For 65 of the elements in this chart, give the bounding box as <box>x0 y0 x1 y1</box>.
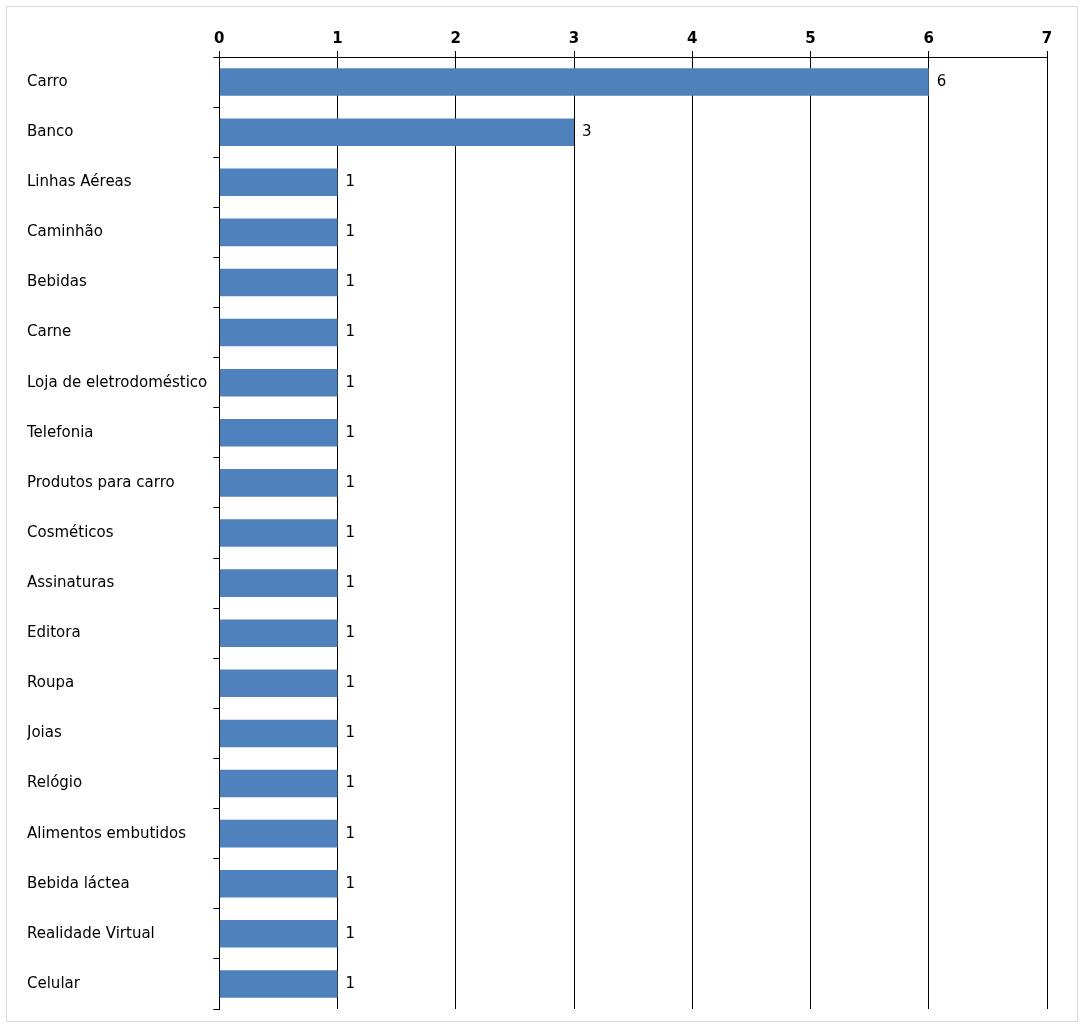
bar <box>219 619 338 647</box>
y-tick-label: Bebidas <box>27 272 87 291</box>
y-tick-label: Realidade Virtual <box>27 923 155 942</box>
bar <box>219 669 338 698</box>
y-tick-label: Carne <box>27 322 72 341</box>
bar <box>219 168 338 197</box>
data-label: 1 <box>345 222 356 241</box>
data-label: 1 <box>345 873 356 892</box>
x-tick-label: 4 <box>687 28 698 47</box>
bar <box>219 268 338 297</box>
x-tick-label: 1 <box>332 28 343 47</box>
bar <box>219 68 929 96</box>
y-tick-label: Caminhão <box>27 222 103 241</box>
data-label: 1 <box>345 823 356 842</box>
bar <box>219 318 338 347</box>
bar <box>219 118 575 146</box>
y-tick-label: Assinaturas <box>27 573 115 591</box>
y-tick-label: Produtos para carro <box>27 472 175 491</box>
bar <box>219 719 338 748</box>
data-label: 1 <box>345 272 356 291</box>
data-label: 1 <box>345 522 356 541</box>
y-tick-label: Celular <box>27 973 81 992</box>
data-label: 1 <box>345 923 356 942</box>
y-tick-label: Cosméticos <box>27 522 114 541</box>
y-tick-label: Joias <box>26 723 62 742</box>
data-label: 1 <box>345 673 356 692</box>
bar <box>219 819 338 848</box>
y-tick-label: Bebida láctea <box>27 873 130 892</box>
y-tick-label: Telefonia <box>26 422 94 441</box>
x-tick-label: 7 <box>1041 28 1053 47</box>
y-tick-label: Carro <box>27 71 68 90</box>
data-label: 1 <box>345 172 356 191</box>
y-tick-label: Relógio <box>27 773 83 792</box>
data-label: 1 <box>345 573 356 591</box>
x-tick-label: 5 <box>805 28 816 47</box>
bar <box>219 368 338 397</box>
data-label: 1 <box>345 773 356 792</box>
x-tick-label: 0 <box>214 28 225 47</box>
y-tick-label: Banco <box>27 122 74 141</box>
y-tick-label: Roupa <box>27 673 75 692</box>
y-tick-label: Alimentos embutidos <box>27 823 187 842</box>
data-label: 1 <box>345 472 356 491</box>
y-tick-label: Linhas Aéreas <box>27 172 132 191</box>
data-label: 1 <box>345 322 356 341</box>
bar <box>219 970 338 998</box>
data-label: 1 <box>345 422 356 441</box>
bar <box>219 769 338 798</box>
x-tick-label: 3 <box>568 28 580 47</box>
x-tick-label: 2 <box>450 28 461 47</box>
bar <box>219 218 338 247</box>
bar <box>219 469 338 497</box>
bar <box>219 569 338 597</box>
data-label: 1 <box>345 723 356 742</box>
bar <box>219 869 338 898</box>
bar <box>219 519 338 547</box>
bar <box>219 920 338 948</box>
y-tick-label: Loja de eletrodoméstico <box>27 372 208 391</box>
data-label: 1 <box>345 623 356 642</box>
data-label: 1 <box>345 372 356 391</box>
data-label: 1 <box>345 973 356 992</box>
data-label: 3 <box>582 122 592 141</box>
x-tick-label: 6 <box>923 28 934 47</box>
bar <box>219 419 338 447</box>
y-tick-label: Editora <box>27 623 81 642</box>
data-label: 6 <box>936 71 947 90</box>
